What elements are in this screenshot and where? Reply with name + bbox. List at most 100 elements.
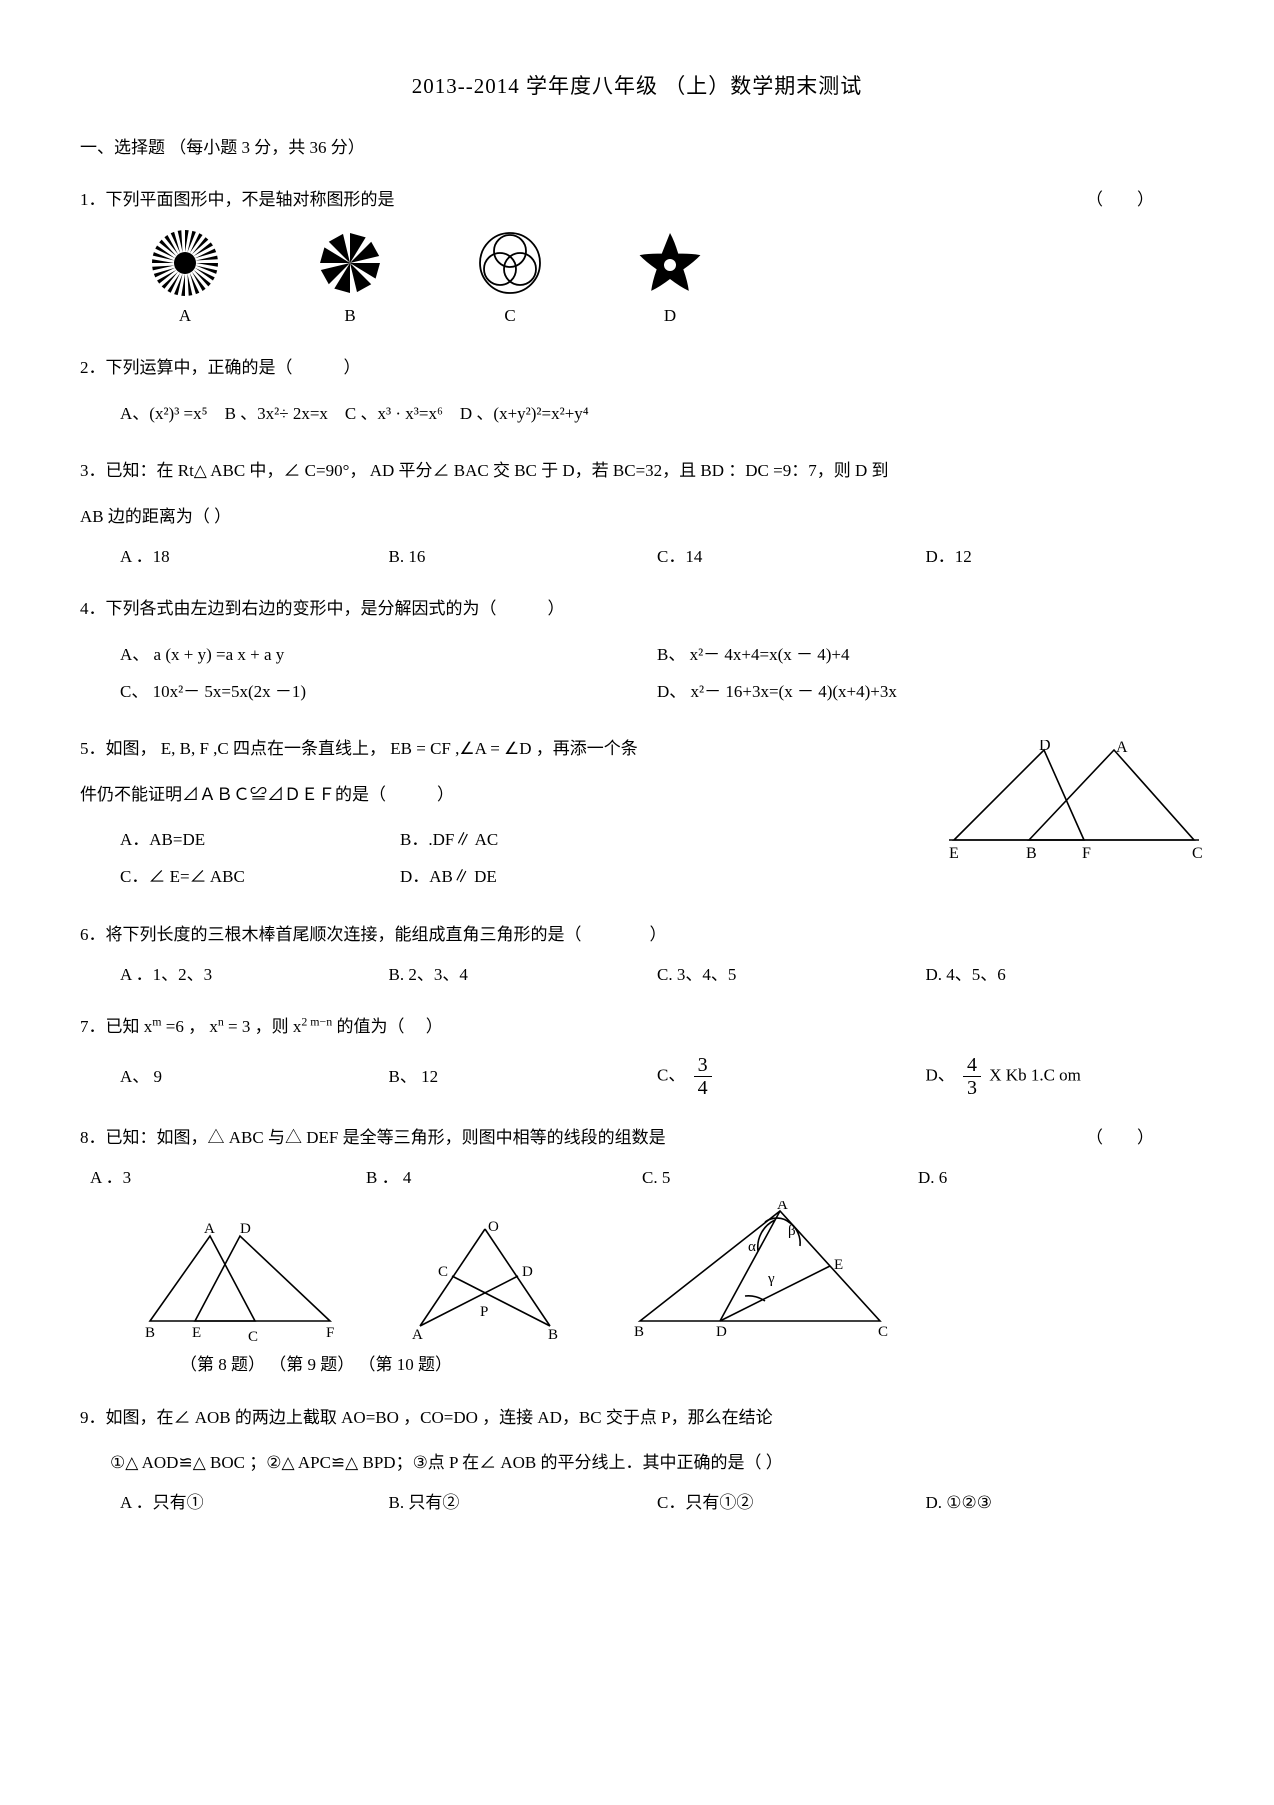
- question-8: 8．已知：如图，△ ABC 与△ DEF 是全等三角形，则图中相等的线段的组数是…: [80, 1119, 1194, 1379]
- q7-sup-m: m: [152, 1015, 161, 1029]
- q2-opt-d: D 、(x+y²)²=x²+y⁴: [460, 404, 589, 423]
- q9-opt-b: B. 只有②: [389, 1489, 658, 1516]
- svg-text:E: E: [834, 1257, 843, 1273]
- svg-text:C: C: [248, 1329, 258, 1341]
- q3-line2: AB 边的距离为（ ）: [80, 498, 1194, 535]
- q5-opt-b: B．.DF∥ AC: [400, 821, 680, 858]
- question-2: 2．下列运算中，正确的是（ ） A、(x²)³ =x⁵ B 、3x²÷ 2x=x…: [80, 349, 1194, 432]
- q5-opt-c: C．∠ E=∠ ABC: [120, 858, 400, 895]
- q1-figure-a: [140, 228, 230, 298]
- q1-figure-b: [310, 228, 390, 298]
- svg-text:D: D: [522, 1264, 533, 1280]
- q8-text: 8．已知：如图，△ ABC 与△ DEF 是全等三角形，则图中相等的线段的组数是: [80, 1128, 666, 1147]
- q2-opt-a: A、(x²)³ =x⁵: [120, 404, 208, 423]
- q2-opt-c: C 、x³ · x³=x⁶: [345, 404, 443, 423]
- q4-text: 4．下列各式由左边到右边的变形中，是分解因式的为（ ）: [80, 590, 1194, 627]
- question-3: 3．已知：在 Rt△ ABC 中，∠ C=90°， AD 平分∠ BAC 交 B…: [80, 452, 1194, 570]
- q7-opt-d: D、 43 X Kb 1.C om: [926, 1054, 1195, 1099]
- q2-text: 2．下列运算中，正确的是（ ）: [80, 349, 1194, 386]
- svg-text:B: B: [634, 1324, 644, 1340]
- svg-text:B: B: [145, 1325, 155, 1341]
- section-header: 一、选择题 （每小题 3 分，共 36 分）: [80, 134, 1194, 161]
- svg-text:D: D: [240, 1221, 251, 1237]
- q8-opt-b: B ． 4: [366, 1164, 642, 1191]
- svg-text:D: D: [716, 1324, 727, 1340]
- svg-text:F: F: [1082, 845, 1091, 860]
- svg-text:D: D: [1039, 740, 1051, 754]
- question-6: 6．将下列长度的三根木棒首尾顺次连接，能组成直角三角形的是（ ） A ．1、2、…: [80, 916, 1194, 989]
- q7-sup-exp: 2 m−n: [301, 1015, 332, 1029]
- svg-text:O: O: [488, 1221, 499, 1235]
- svg-text:P: P: [480, 1304, 488, 1320]
- question-4: 4．下列各式由左边到右边的变形中，是分解因式的为（ ） A、 a (x + y)…: [80, 590, 1194, 710]
- q6-opt-c: C. 3、4、5: [657, 961, 926, 988]
- q4-opt-d: D、 x²－ 16+3x=(x － 4)(x+4)+3x: [657, 673, 1194, 710]
- q4-opt-c: C、 10x²－ 5x=5x(2x －1): [120, 673, 657, 710]
- svg-text:C: C: [1192, 845, 1203, 860]
- q6-opt-b: B. 2、3、4: [389, 961, 658, 988]
- q4-opt-b: B、 x²－ 4x+4=x(x － 4)+4: [657, 636, 1194, 673]
- svg-text:E: E: [949, 845, 959, 860]
- q7-watermark: X Kb 1.C om: [989, 1065, 1081, 1084]
- svg-text:C: C: [878, 1324, 888, 1340]
- q7-text-mid1: =6 ， x: [162, 1017, 218, 1036]
- q8-opt-c: C. 5: [642, 1164, 918, 1191]
- q6-opt-d: D. 4、5、6: [926, 961, 1195, 988]
- q8-opt-d: D. 6: [918, 1164, 1194, 1191]
- svg-text:A: A: [1116, 740, 1128, 756]
- q1-figure-d: [630, 228, 710, 298]
- q5-opt-d: D．AB∥ DE: [400, 858, 680, 895]
- q5-figure: D A E B F C: [944, 740, 1204, 860]
- q1-text: 1．下列平面图形中，不是轴对称图形的是: [80, 190, 395, 209]
- q8-paren: （ ）: [1086, 1119, 1154, 1156]
- svg-text:A: A: [777, 1201, 788, 1213]
- svg-text:γ: γ: [767, 1271, 775, 1287]
- q1-label-d: D: [630, 302, 710, 329]
- q7-opt-c: C、 34: [657, 1054, 926, 1099]
- q7-text-post: 的值为（ ）: [332, 1017, 443, 1036]
- svg-text:β: β: [788, 1223, 796, 1239]
- q3-opt-d: D．12: [926, 543, 1195, 570]
- q3-opt-c: C．14: [657, 543, 926, 570]
- q8-figure-1: A D B E C F: [140, 1221, 340, 1341]
- q1-label-b: B: [310, 302, 390, 329]
- q1-figure-row: A B C: [140, 228, 1194, 329]
- q3-line1: 3．已知：在 Rt△ ABC 中，∠ C=90°， AD 平分∠ BAC 交 B…: [80, 452, 1194, 489]
- q7-opt-b: B、 12: [389, 1063, 658, 1090]
- q1-figure-c: [470, 228, 550, 298]
- svg-text:B: B: [1026, 845, 1037, 860]
- svg-text:A: A: [204, 1221, 215, 1237]
- q8-caption: （第 8 题） （第 9 题） （第 10 题）: [180, 1351, 1194, 1378]
- q3-opt-a: A ．18: [120, 543, 389, 570]
- q7-opt-a: A、 9: [120, 1063, 389, 1090]
- q4-opt-a: A、 a (x + y) =a x + a y: [120, 636, 657, 673]
- svg-text:F: F: [326, 1325, 334, 1341]
- q5-opt-a: A．AB=DE: [120, 821, 400, 858]
- question-5: 5．如图， E, B, F ,C 四点在一条直线上， EB = CF ,∠A =…: [80, 730, 1194, 896]
- svg-text:C: C: [438, 1264, 448, 1280]
- question-7: 7．已知 xm =6 ， xn = 3 ，则 x2 m−n 的值为（ ） A、 …: [80, 1008, 1194, 1098]
- q8-opt-a: A ．3: [90, 1164, 366, 1191]
- svg-text:A: A: [412, 1327, 423, 1341]
- q9-opt-d: D. ①②③: [926, 1489, 1195, 1516]
- question-1: 1．下列平面图形中，不是轴对称图形的是 （ ） A B: [80, 181, 1194, 330]
- q3-opt-b: B. 16: [389, 543, 658, 570]
- svg-text:E: E: [192, 1325, 201, 1341]
- q8-figure-3: A B C D E α β γ: [630, 1201, 890, 1341]
- q9-line1: 9．如图，在∠ AOB 的两边上截取 AO=BO ，CO=DO ，连接 AD，B…: [80, 1399, 1194, 1436]
- q2-opt-b: B 、3x²÷ 2x=x: [225, 404, 328, 423]
- q9-line2: ①△ AOD≌△ BOC ；②△ APC≌△ BPD；③点 P 在∠ AOB 的…: [110, 1444, 1194, 1481]
- q9-opt-a: A ．只有①: [120, 1489, 389, 1516]
- q8-figure-2: O C D P A B: [410, 1221, 560, 1341]
- question-9: 9．如图，在∠ AOB 的两边上截取 AO=BO ，CO=DO ，连接 AD，B…: [80, 1399, 1194, 1517]
- q1-label-a: A: [140, 302, 230, 329]
- svg-text:α: α: [748, 1239, 756, 1255]
- page-title: 2013--2014 学年度八年级 （上）数学期末测试: [80, 70, 1194, 104]
- q6-opt-a: A ．1、2、3: [120, 961, 389, 988]
- q7-text-mid2: = 3 ，则 x: [224, 1017, 302, 1036]
- q1-label-c: C: [470, 302, 550, 329]
- q9-opt-c: C．只有①②: [657, 1489, 926, 1516]
- q6-text: 6．将下列长度的三根木棒首尾顺次连接，能组成直角三角形的是（ ）: [80, 916, 1194, 953]
- q7-text-pre: 7．已知 x: [80, 1017, 152, 1036]
- svg-text:B: B: [548, 1327, 558, 1341]
